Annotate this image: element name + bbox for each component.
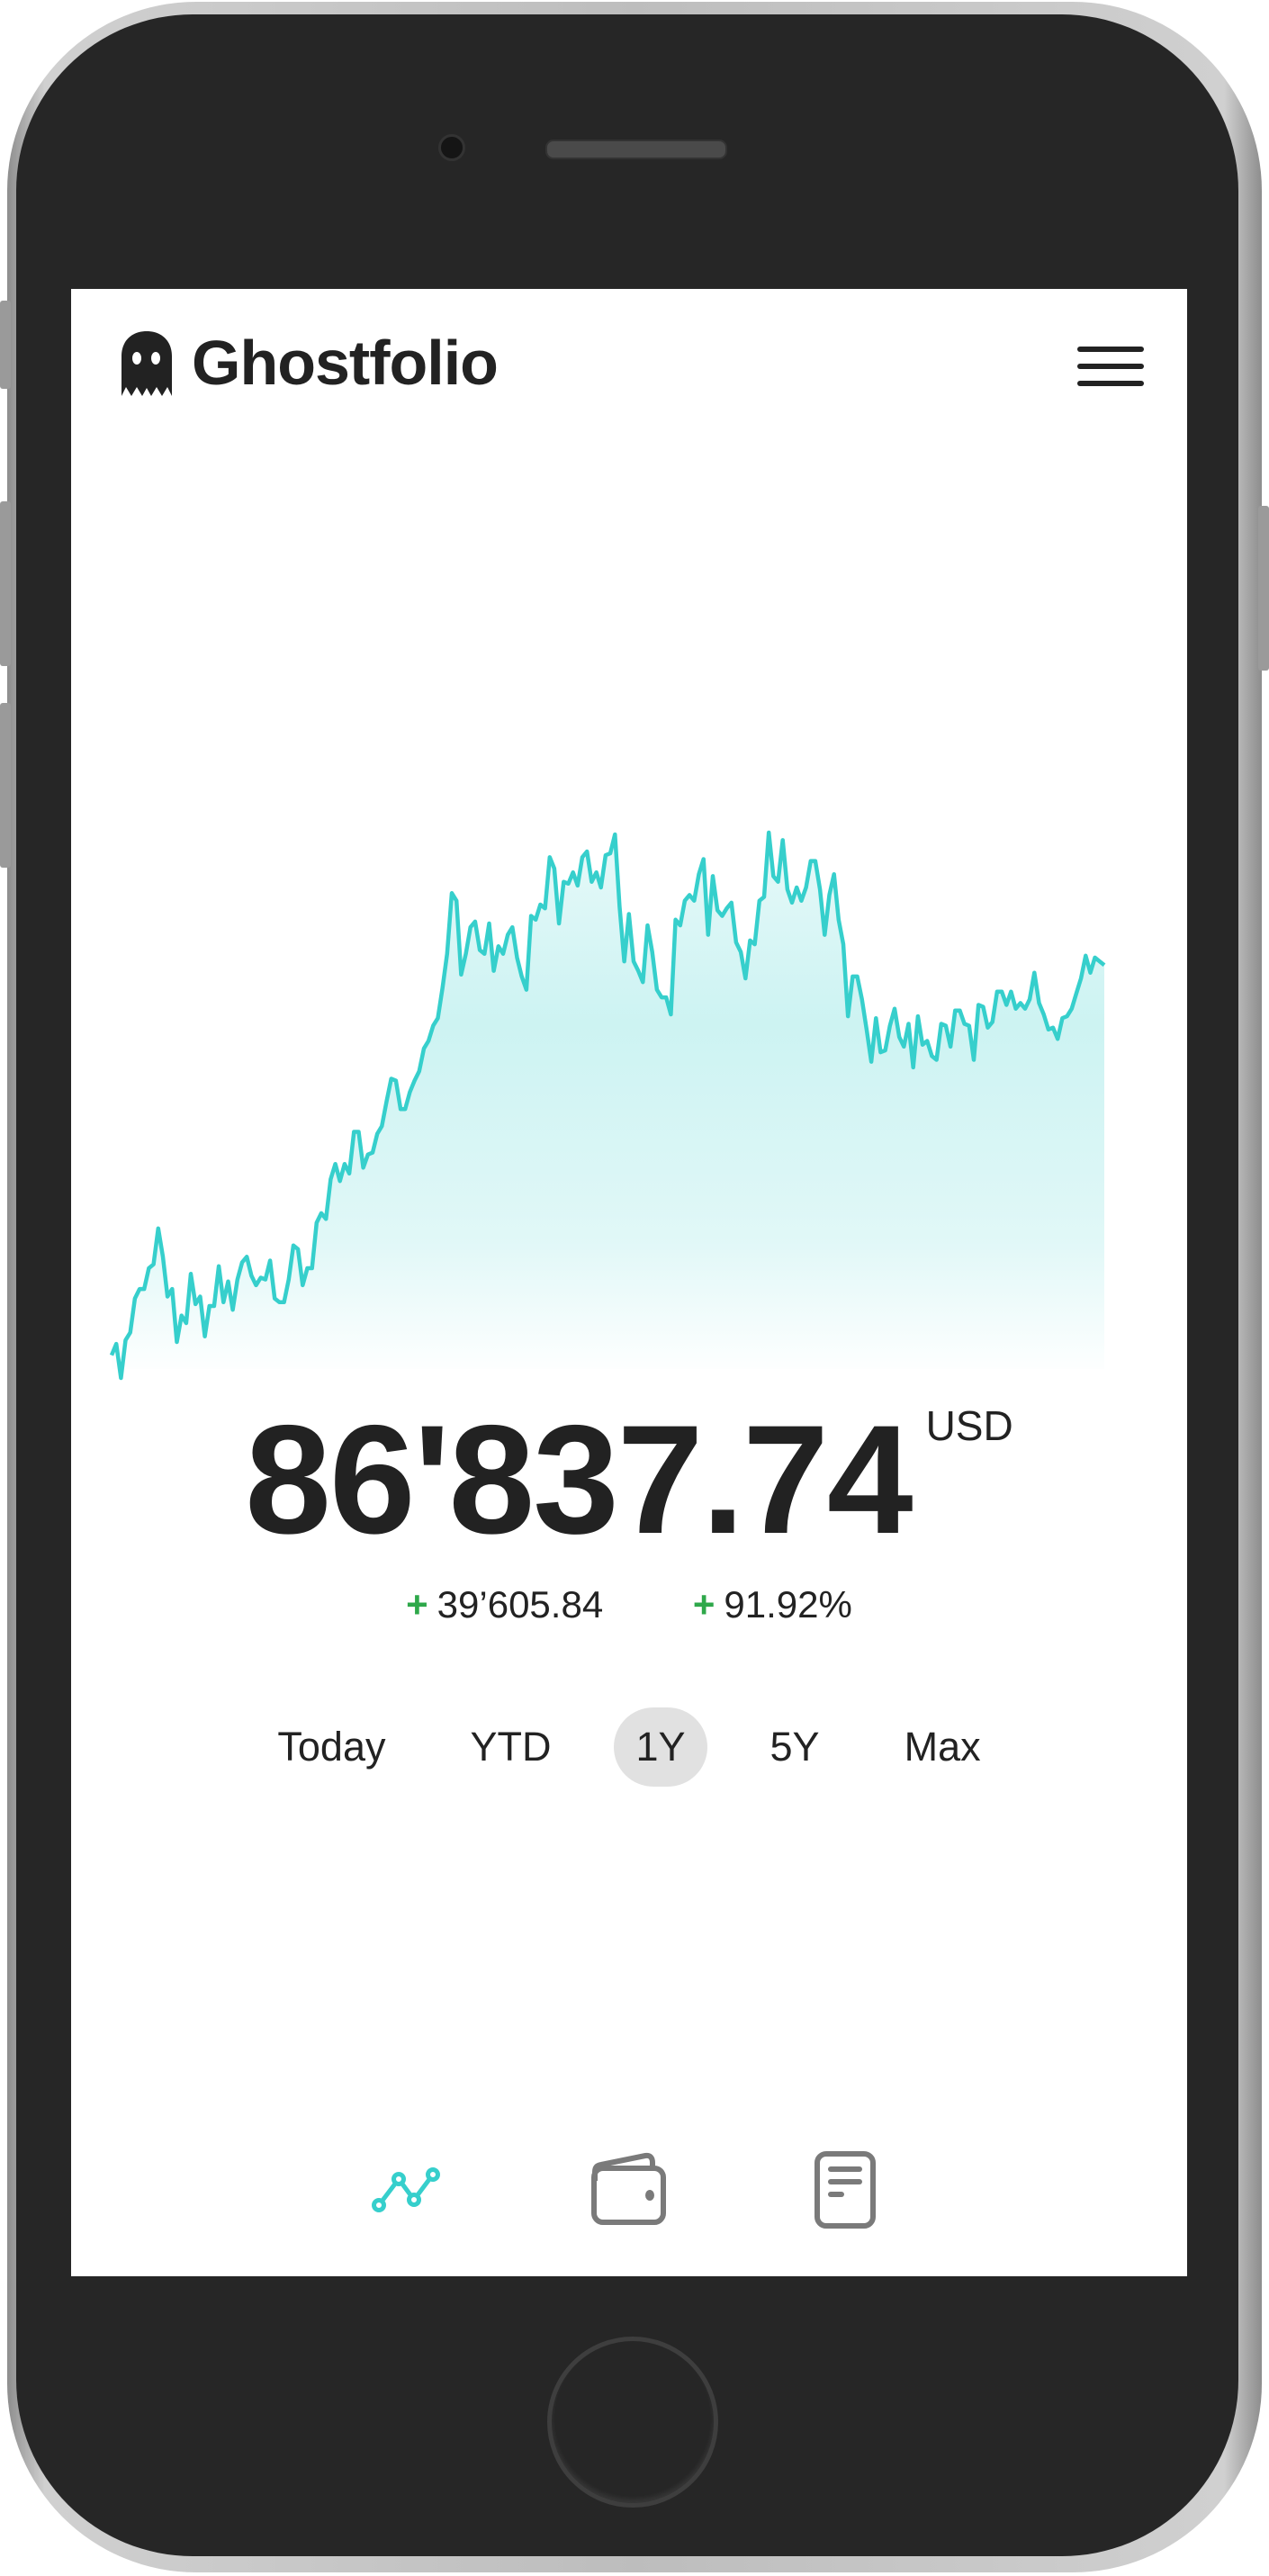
tab-today[interactable]: Today xyxy=(277,1724,386,1770)
currency-label: USD xyxy=(925,1402,1013,1449)
absolute-change: +39’605.84 xyxy=(406,1583,603,1626)
home-button[interactable] xyxy=(547,2337,718,2508)
tab-max[interactable]: Max xyxy=(904,1724,981,1770)
ghost-icon xyxy=(122,331,172,396)
range-tabs: Today YTD 1Y 5Y Max xyxy=(71,1707,1187,1788)
volume-up-button xyxy=(0,501,11,666)
line-chart-icon[interactable] xyxy=(372,2166,449,2214)
performance-changes: +39’605.84 +91.92% xyxy=(71,1583,1187,1626)
absolute-change-sign: + xyxy=(406,1583,428,1626)
earpiece-speaker xyxy=(545,140,727,159)
app-screen: Ghostfolio 86'837.74 USD +39’605.84 +91.… xyxy=(71,289,1187,2276)
performance-chart xyxy=(109,830,1106,1381)
tab-5y[interactable]: 5Y xyxy=(770,1724,820,1770)
absolute-change-value: 39’605.84 xyxy=(436,1583,604,1626)
wallet-icon[interactable] xyxy=(590,2152,670,2226)
document-icon[interactable] xyxy=(814,2150,877,2229)
chart-area-fill xyxy=(112,833,1104,1378)
mute-switch xyxy=(0,301,11,389)
power-button xyxy=(1258,506,1269,671)
relative-change: +91.92% xyxy=(693,1583,852,1626)
volume-down-button xyxy=(0,703,11,868)
tab-ytd[interactable]: YTD xyxy=(470,1724,552,1770)
total-value: 86'837.74 xyxy=(245,1393,913,1566)
total-value-row: 86'837.74 USD xyxy=(71,1402,1187,1557)
hamburger-menu-icon[interactable] xyxy=(1077,343,1146,388)
app-title[interactable]: Ghostfolio xyxy=(192,328,499,398)
relative-change-sign: + xyxy=(692,1583,716,1626)
relative-change-value: 91.92% xyxy=(724,1583,852,1626)
chart-series-line xyxy=(109,830,1106,1381)
tab-1y[interactable]: 1Y xyxy=(614,1707,707,1787)
front-camera xyxy=(438,134,465,161)
